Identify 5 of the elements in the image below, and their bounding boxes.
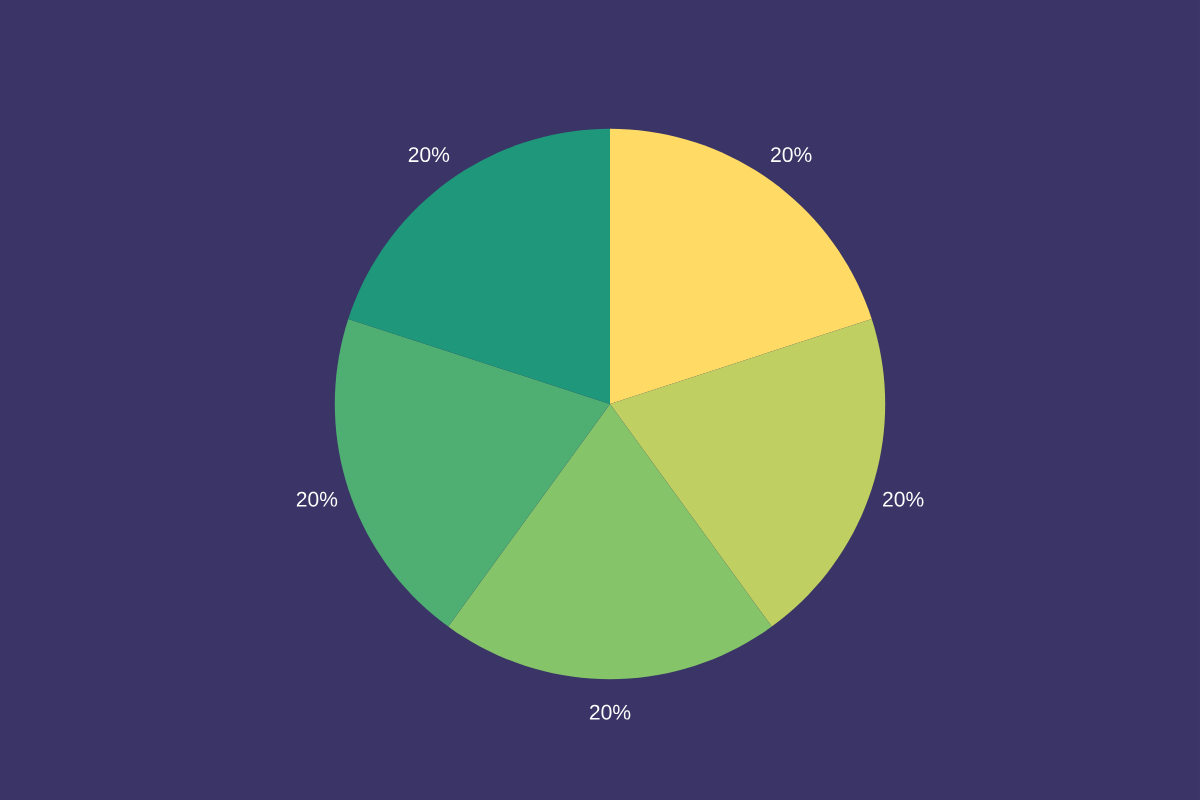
data-label: 20% — [589, 704, 631, 720]
data-label: 20% — [296, 491, 338, 507]
data-label: 20% — [408, 147, 450, 163]
data-label: 20% — [771, 147, 812, 163]
data-label: 20% — [883, 491, 924, 507]
